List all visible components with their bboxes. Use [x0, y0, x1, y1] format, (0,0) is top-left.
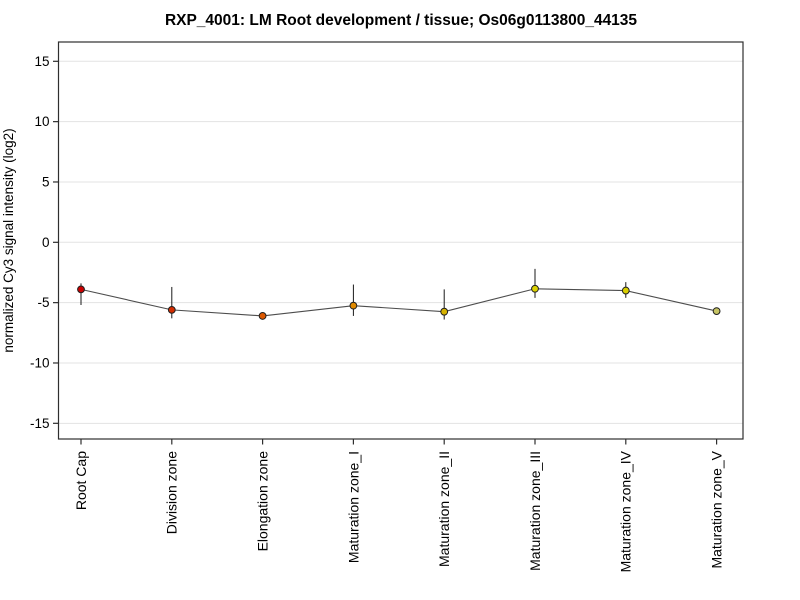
y-tick-label: 0: [42, 235, 50, 250]
y-axis-ticks: 15 10 5 0 -5 -10 -15: [30, 54, 59, 431]
x-tick-label: Maturation zone_III: [527, 451, 543, 571]
x-tick-label: Elongation zone: [255, 451, 271, 552]
data-points: [77, 284, 721, 320]
data-point: [258, 312, 267, 320]
chart-title: RXP_4001: LM Root development / tissue; …: [165, 12, 637, 29]
y-tick-label: 10: [34, 114, 49, 129]
x-tick-label: Division zone: [164, 451, 180, 534]
data-point: [167, 305, 176, 314]
x-tick-label: Maturation zone_II: [436, 451, 452, 567]
series-polyline: [80, 288, 717, 317]
data-point: [440, 307, 449, 316]
y-axis-title: normalized Cy3 signal intensity (log2): [1, 128, 16, 352]
y-tick-label: -5: [37, 295, 49, 310]
x-tick-label: Maturation zone_V: [709, 450, 725, 568]
series-line: [80, 288, 717, 317]
y-tick-label: 15: [34, 54, 49, 69]
error-bars: [80, 268, 627, 320]
data-point: [77, 285, 85, 294]
y-tick-label: 5: [42, 174, 50, 189]
data-point: [349, 301, 358, 310]
x-tick-label: Maturation zone_IV: [618, 450, 634, 572]
x-axis-ticks: Root Cap Division zone Elongation zone Matu…: [73, 439, 725, 572]
data-point: [531, 284, 539, 293]
x-tick-label: Root Cap: [73, 451, 89, 510]
gridlines: [58, 60, 743, 424]
x-tick-label: Maturation zone_I: [345, 451, 361, 563]
data-point: [712, 307, 721, 315]
y-tick-label: -10: [30, 355, 50, 370]
data-point: [621, 286, 630, 295]
plot-box: [57, 41, 744, 440]
y-tick-label: -15: [30, 416, 50, 431]
